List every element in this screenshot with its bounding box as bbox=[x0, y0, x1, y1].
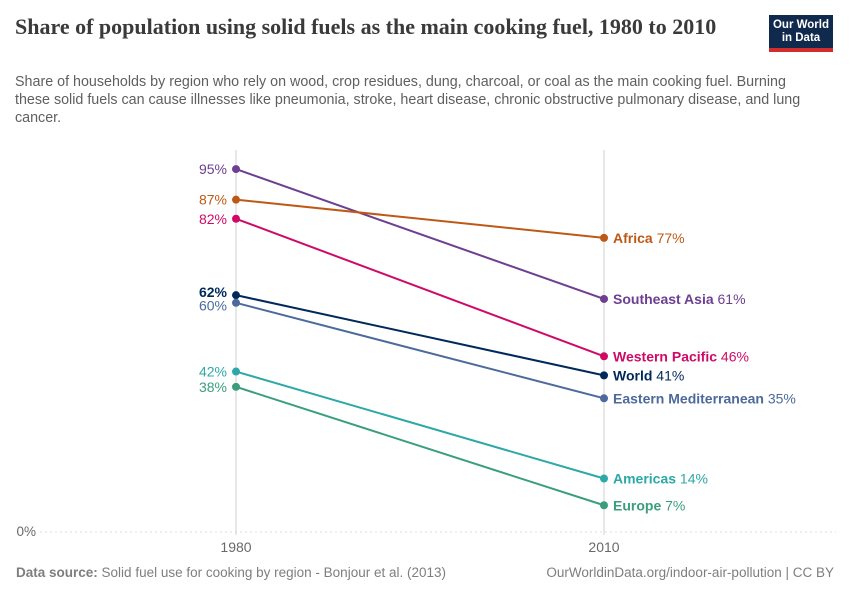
line-americas[interactable] bbox=[235, 370, 605, 480]
chart-title: Share of population using solid fuels as… bbox=[15, 14, 717, 39]
series-africa[interactable]: 87% Africa 77% bbox=[199, 192, 685, 246]
chart-subtitle: Share of households by region who rely o… bbox=[15, 74, 801, 126]
start-value-label-africa: 87% bbox=[199, 192, 227, 208]
line-southeast-asia[interactable] bbox=[235, 168, 605, 300]
line-world[interactable] bbox=[235, 294, 605, 377]
dot-end-world[interactable] bbox=[600, 371, 608, 380]
line-western-pacific[interactable] bbox=[235, 217, 605, 358]
dot-start-eastern-mediterranean[interactable] bbox=[232, 298, 240, 307]
start-value-label-world: 62% bbox=[199, 284, 228, 300]
end-label-africa: Africa 77% bbox=[613, 230, 685, 246]
series-europe[interactable]: 38% Europe 7% bbox=[199, 379, 685, 513]
dot-start-southeast-asia[interactable] bbox=[232, 165, 240, 174]
dot-end-southeast-asia[interactable] bbox=[600, 294, 608, 303]
start-value-label-eastern-mediterranean: 60% bbox=[199, 298, 227, 314]
series-southeast-asia[interactable]: 95% Southeast Asia 61% bbox=[199, 161, 746, 307]
dot-end-americas[interactable] bbox=[600, 474, 608, 483]
data-source-text: Solid fuel use for cooking by region - B… bbox=[101, 565, 446, 580]
dot-end-western-pacific[interactable] bbox=[600, 352, 608, 361]
data-source-line: Data source: Solid fuel use for cooking … bbox=[16, 565, 446, 580]
end-label-eastern-mediterranean: Eastern Mediterranean 35% bbox=[613, 390, 796, 406]
owid-logo[interactable]: Our World in Data bbox=[769, 15, 833, 52]
owid-logo-line1: Our World bbox=[772, 19, 829, 31]
dot-start-americas[interactable] bbox=[232, 367, 240, 376]
series-americas[interactable]: 42% Americas 14% bbox=[199, 364, 708, 487]
line-africa[interactable] bbox=[235, 198, 605, 239]
dot-start-world[interactable] bbox=[232, 291, 240, 300]
end-label-europe: Europe 7% bbox=[613, 497, 685, 513]
dot-start-western-pacific[interactable] bbox=[232, 214, 240, 223]
data-source-label: Data source: bbox=[16, 565, 98, 580]
dot-end-africa[interactable] bbox=[600, 233, 608, 242]
series-eastern-mediterranean[interactable]: 60% Eastern Mediterranean 35% bbox=[199, 298, 796, 407]
chart-footer: Data source: Solid fuel use for cooking … bbox=[16, 565, 834, 580]
series-western-pacific[interactable]: 82% Western Pacific 46% bbox=[199, 211, 749, 365]
x-tick-1980: 1980 bbox=[220, 539, 251, 555]
series-world[interactable]: 62% World 41% bbox=[199, 284, 684, 383]
x-tick-2010: 2010 bbox=[588, 539, 619, 555]
end-label-western-pacific: Western Pacific 46% bbox=[613, 348, 749, 364]
dot-start-africa[interactable] bbox=[232, 195, 240, 204]
start-value-label-southeast-asia: 95% bbox=[199, 161, 227, 177]
start-value-label-europe: 38% bbox=[199, 379, 227, 395]
line-europe[interactable] bbox=[235, 385, 605, 507]
line-eastern-mediterranean[interactable] bbox=[235, 301, 605, 400]
owid-url-link[interactable]: OurWorldinData.org/indoor-air-pollution … bbox=[546, 565, 834, 580]
start-value-label-western-pacific: 82% bbox=[199, 211, 227, 227]
dot-end-europe[interactable] bbox=[600, 501, 608, 510]
dot-end-eastern-mediterranean[interactable] bbox=[600, 394, 608, 403]
owid-logo-line2: in Data bbox=[781, 32, 821, 44]
end-label-southeast-asia: Southeast Asia 61% bbox=[613, 291, 746, 307]
end-label-world: World 41% bbox=[613, 367, 684, 383]
y-tick-0: 0% bbox=[16, 524, 36, 539]
end-label-americas: Americas 14% bbox=[613, 471, 708, 487]
start-value-label-americas: 42% bbox=[199, 364, 227, 380]
dot-start-europe[interactable] bbox=[232, 382, 240, 391]
